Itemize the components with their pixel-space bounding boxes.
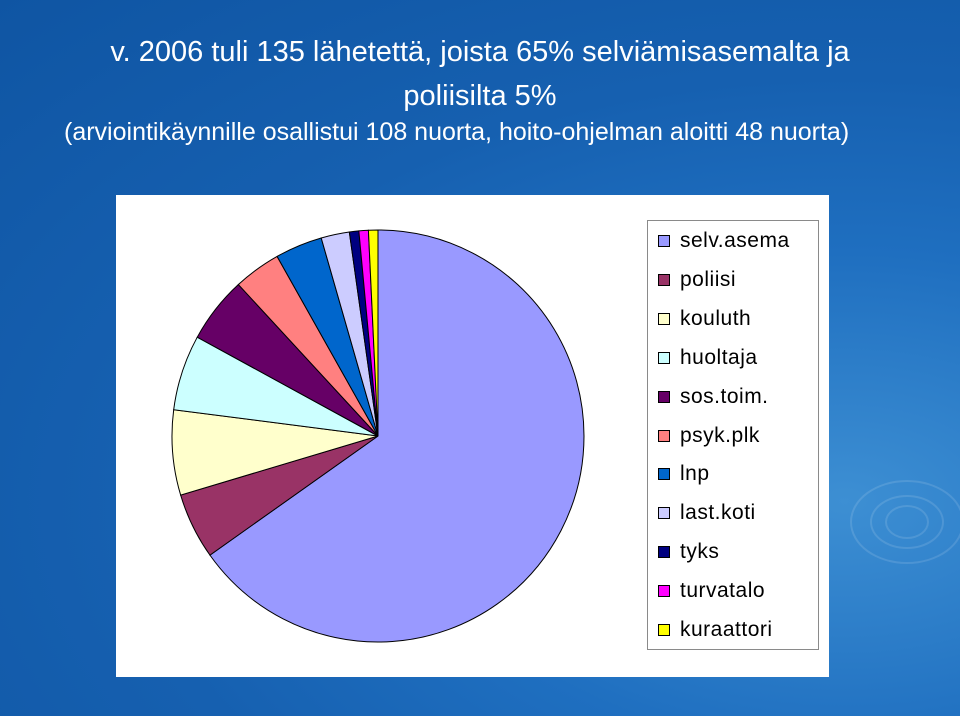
pie-slice-kuraattori	[367, 229, 379, 437]
legend-swatch	[658, 585, 670, 598]
legend-item: kouluth	[658, 307, 751, 331]
legend-item: kuraattori	[658, 618, 773, 642]
legend-label: tyks	[680, 540, 720, 564]
background-ripple	[850, 480, 960, 564]
slide-subtitle: (arviointikäynnille osallistui 108 nuort…	[64, 118, 850, 146]
legend-label: selv.asema	[680, 229, 790, 252]
legend-swatch	[658, 351, 670, 364]
legend-item: selv.asema	[658, 229, 790, 253]
legend-item: huoltaja	[658, 346, 758, 370]
legend-item: sos.toim.	[658, 385, 769, 409]
legend-swatch	[658, 273, 670, 286]
legend-label: lnp	[680, 462, 710, 486]
legend-item: psyk.plk	[658, 424, 760, 448]
legend-label: sos.toim.	[680, 384, 769, 408]
legend-swatch	[658, 312, 670, 325]
legend-swatch	[658, 235, 670, 247]
pie-chart	[171, 229, 585, 643]
slide-title-line-1: v. 2006 tuli 135 lähetettä, joista 65% s…	[110, 36, 850, 68]
legend-item: poliisi	[658, 268, 736, 292]
legend-label: poliisi	[680, 267, 737, 291]
legend-swatch	[658, 546, 670, 559]
chart-legend: selv.asema poliisi kouluth huoltaja sos.toim…	[647, 220, 819, 650]
legend-label: last.koti	[680, 501, 756, 525]
pie-slice-selv-asema	[209, 229, 585, 643]
legend-label: kuraattori	[680, 618, 773, 641]
legend-label: turvatalo	[680, 579, 766, 603]
legend-label: huoltaja	[680, 345, 758, 369]
legend-swatch	[658, 624, 670, 636]
legend-item: turvatalo	[658, 579, 765, 603]
legend-label: kouluth	[680, 306, 752, 330]
legend-swatch	[658, 468, 670, 481]
legend-label: psyk.plk	[680, 423, 760, 447]
legend-item: tyks	[658, 540, 719, 564]
legend-swatch	[658, 507, 670, 520]
legend-item: last.koti	[658, 501, 756, 525]
legend-swatch	[658, 390, 670, 403]
slide-title-line-2: poliisilta 5%	[403, 80, 557, 112]
legend-swatch	[658, 429, 670, 442]
legend-item: lnp	[658, 462, 710, 486]
